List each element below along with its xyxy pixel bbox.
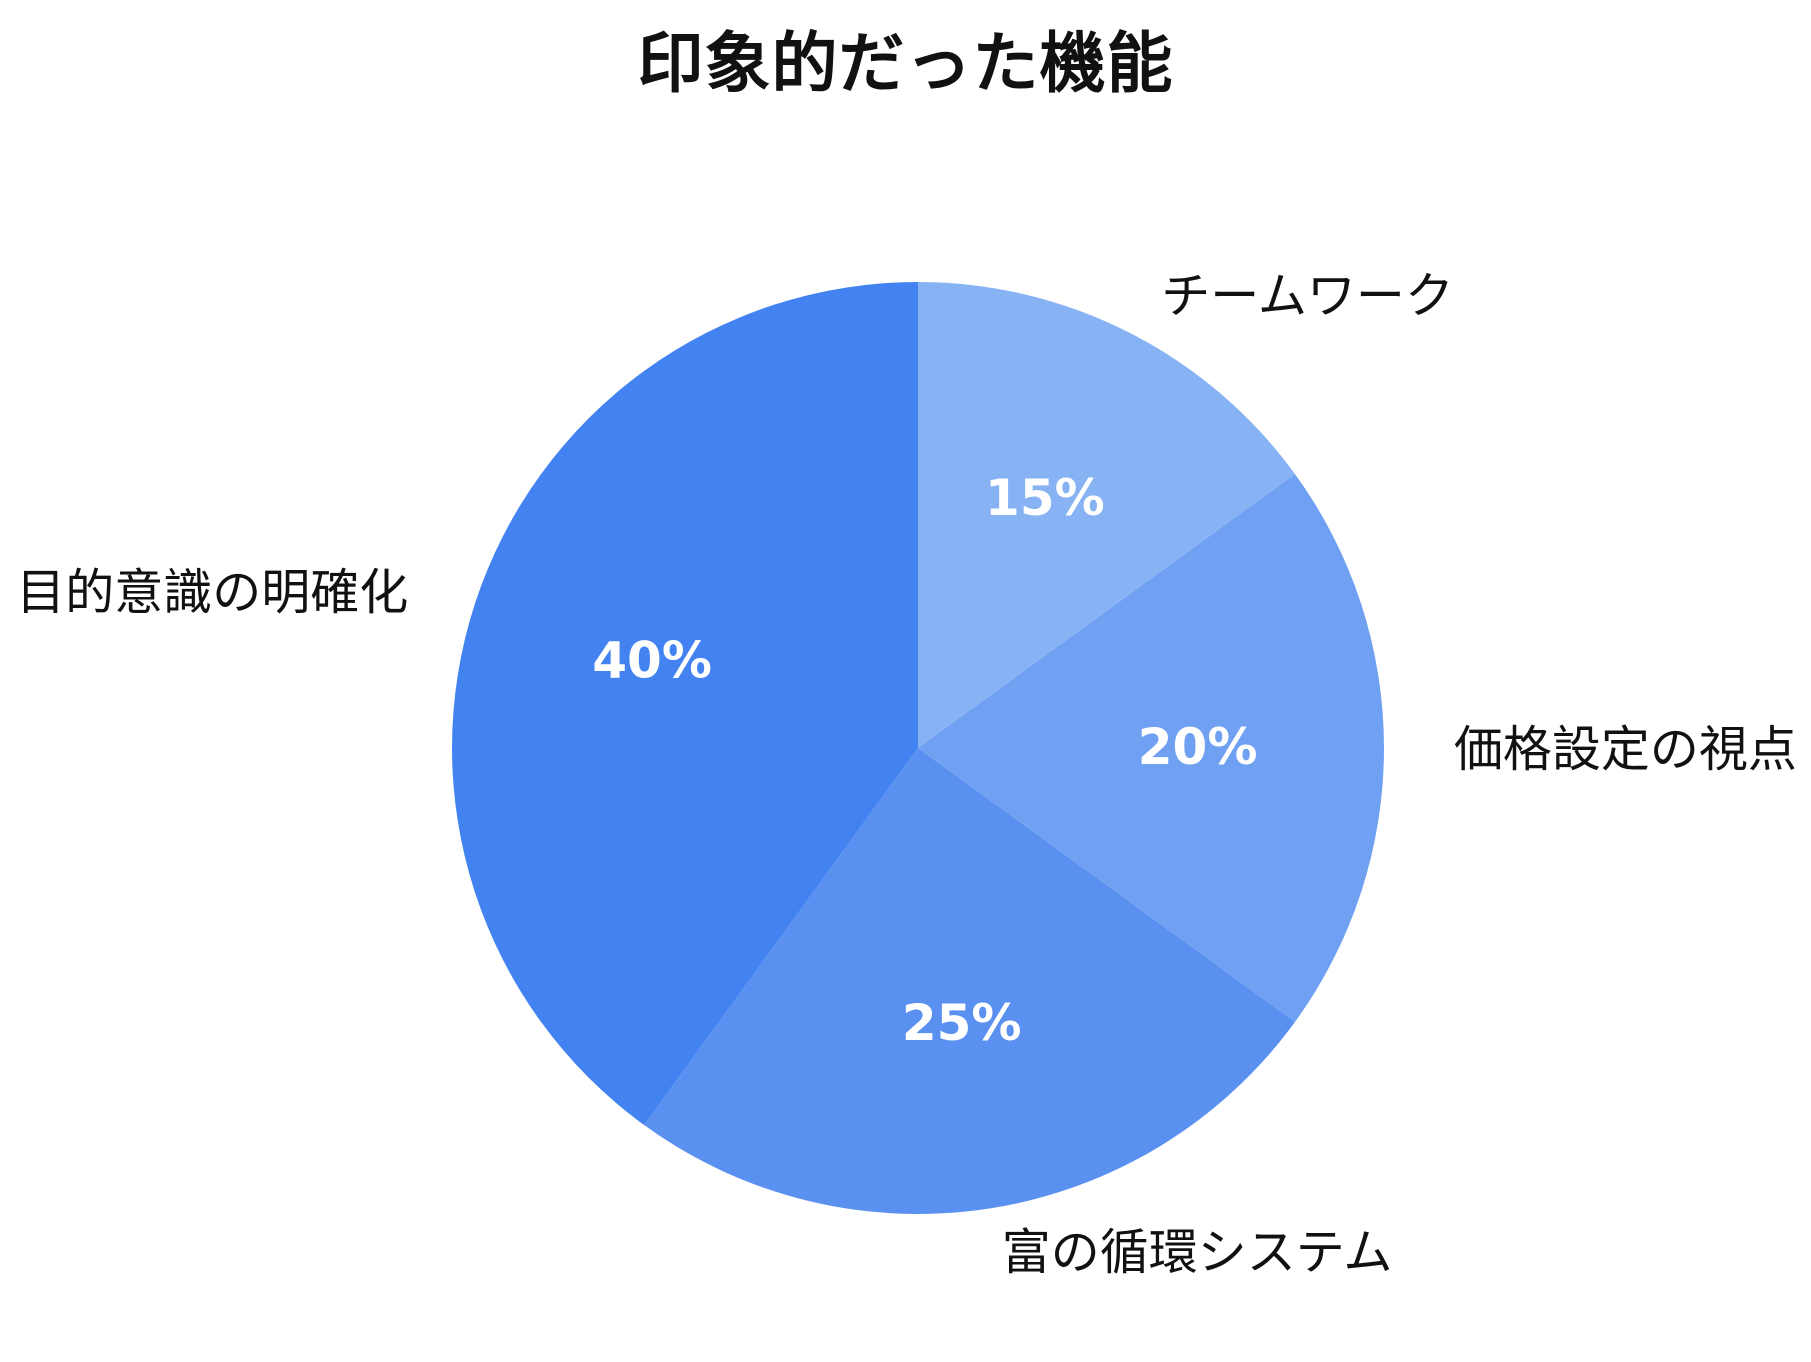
chart-title: 印象的だった機能 (637, 25, 1174, 102)
slice-percent-3: 40% (592, 632, 712, 690)
pie-slice-0 (918, 282, 1295, 748)
pie-slice-1 (918, 474, 1384, 1022)
pie-slice-2 (644, 748, 1295, 1214)
slice-label-2: 富の循環システム (1002, 1224, 1393, 1281)
pie-slice-3 (452, 282, 918, 1125)
slice-percent-0: 15% (985, 469, 1105, 527)
slice-percent-2: 25% (902, 994, 1022, 1052)
slice-label-1: 価格設定の視点 (1454, 721, 1797, 778)
slice-percent-1: 20% (1138, 718, 1258, 776)
slice-label-0: チームワーク (1161, 268, 1454, 325)
slice-label-3: 目的意識の明確化 (16, 564, 408, 621)
